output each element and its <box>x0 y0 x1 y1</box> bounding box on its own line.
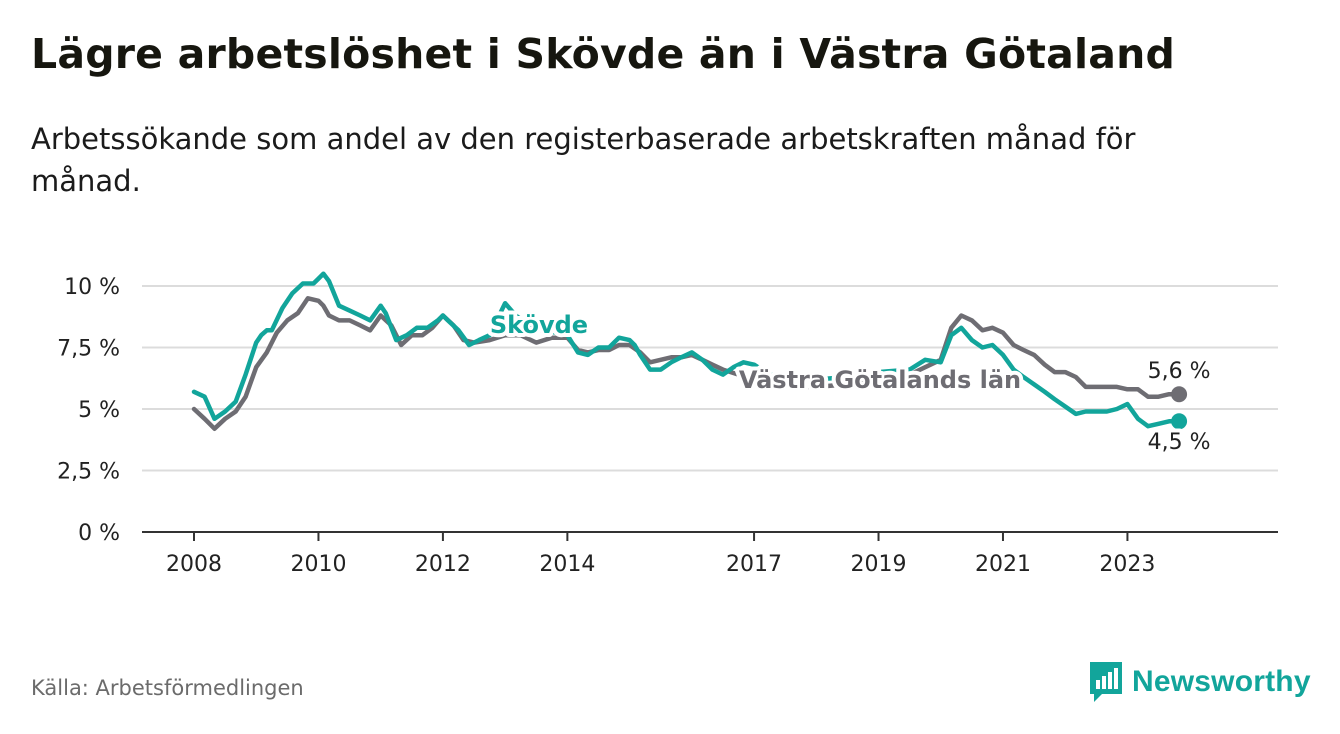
y-tick-label: 5 % <box>78 398 120 423</box>
newsworthy-logo-icon <box>1090 662 1122 702</box>
svg-text:Skövde: Skövde <box>490 311 588 339</box>
series-label-vastra-gotaland: Västra Götalands län <box>739 366 1021 394</box>
x-tick-label: 2012 <box>415 552 471 577</box>
page-title: Lägre arbetslöshet i Skövde än i Västra … <box>31 30 1176 78</box>
x-axis-ticks: 2008 2010 2012 2014 2017 2019 2021 2023 <box>166 532 1155 577</box>
y-tick-label: 7,5 % <box>57 337 120 362</box>
series-lines <box>191 271 1188 431</box>
end-point-vastra-gotaland <box>1171 386 1188 403</box>
y-tick-label: 10 % <box>64 275 120 300</box>
svg-text:5,6 %: 5,6 % <box>1148 359 1211 384</box>
svg-text:4,5 %: 4,5 % <box>1148 430 1211 455</box>
x-tick-label: 2017 <box>726 552 782 577</box>
series-label-skovde: Skövde <box>490 311 588 339</box>
brand: Newsworthy <box>1088 660 1311 704</box>
brand-name: Newsworthy <box>1132 665 1311 698</box>
x-tick-label: 2019 <box>851 552 907 577</box>
x-tick-label: 2023 <box>1099 552 1155 577</box>
y-tick-label: 2,5 % <box>57 460 120 485</box>
svg-text:Västra Götalands län: Västra Götalands län <box>739 366 1021 394</box>
x-tick-label: 2021 <box>975 552 1031 577</box>
x-tick-label: 2010 <box>290 552 346 577</box>
x-tick-label: 2008 <box>166 552 222 577</box>
series-line-skovde <box>191 271 1182 429</box>
source-note: Källa: Arbetsförmedlingen <box>31 676 304 700</box>
y-tick-label: 0 % <box>78 521 120 546</box>
end-point-skovde <box>1171 413 1188 430</box>
y-axis-tick-labels: 0 % 2,5 % 5 % 7,5 % 10 % <box>57 275 120 546</box>
end-value-label-skovde: 4,5 % <box>1148 430 1211 455</box>
gridlines <box>142 285 1278 472</box>
end-value-label-vastra-gotaland: 5,6 % <box>1148 359 1211 384</box>
page-subtitle: Arbetssökande som andel av den registerb… <box>31 122 1136 198</box>
x-tick-label: 2014 <box>539 552 595 577</box>
